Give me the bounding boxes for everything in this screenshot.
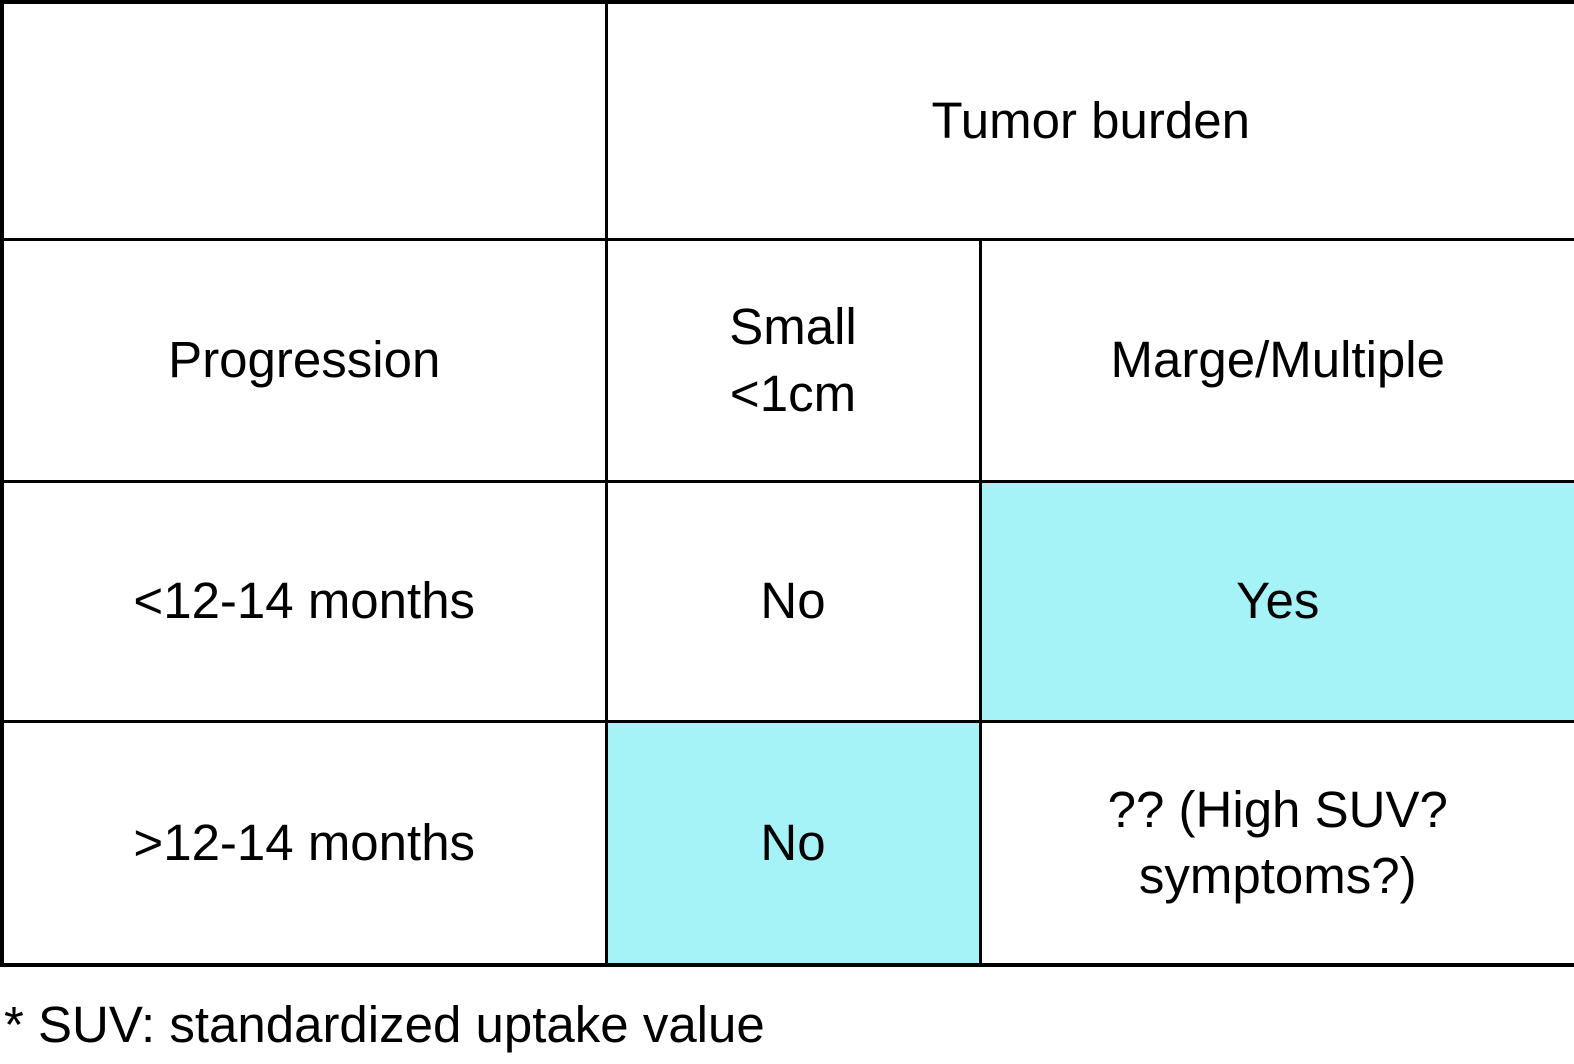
small-tumor-column-header: Small <1cm [604,238,982,483]
late-progression-row: >12-14 months No ?? (High SUV? symptoms?… [0,720,1574,967]
column-header-row: Progression Small <1cm Marge/Multiple [0,238,1574,483]
late-progression-label-cell: >12-14 months [0,720,608,967]
late-small-cell: No [604,720,982,967]
suv-footnote: * SUV: standardized uptake value [4,996,765,1053]
group-header-row: Tumor burden [0,0,1574,241]
early-progression-row: <12-14 months No Yes [0,480,1574,723]
early-progression-label-cell: <12-14 months [0,480,608,723]
tumor-burden-header-cell: Tumor burden [604,0,1574,241]
large-multiple-column-header: Marge/Multiple [978,238,1574,483]
progression-header-cell: Progression [0,238,608,483]
corner-cell [0,0,608,241]
late-large-cell: ?? (High SUV? symptoms?) [978,720,1574,967]
early-small-cell: No [604,480,982,723]
decision-table: Tumor burden Progression Small <1cm Marg… [0,0,1574,967]
early-large-cell: Yes [978,480,1574,723]
